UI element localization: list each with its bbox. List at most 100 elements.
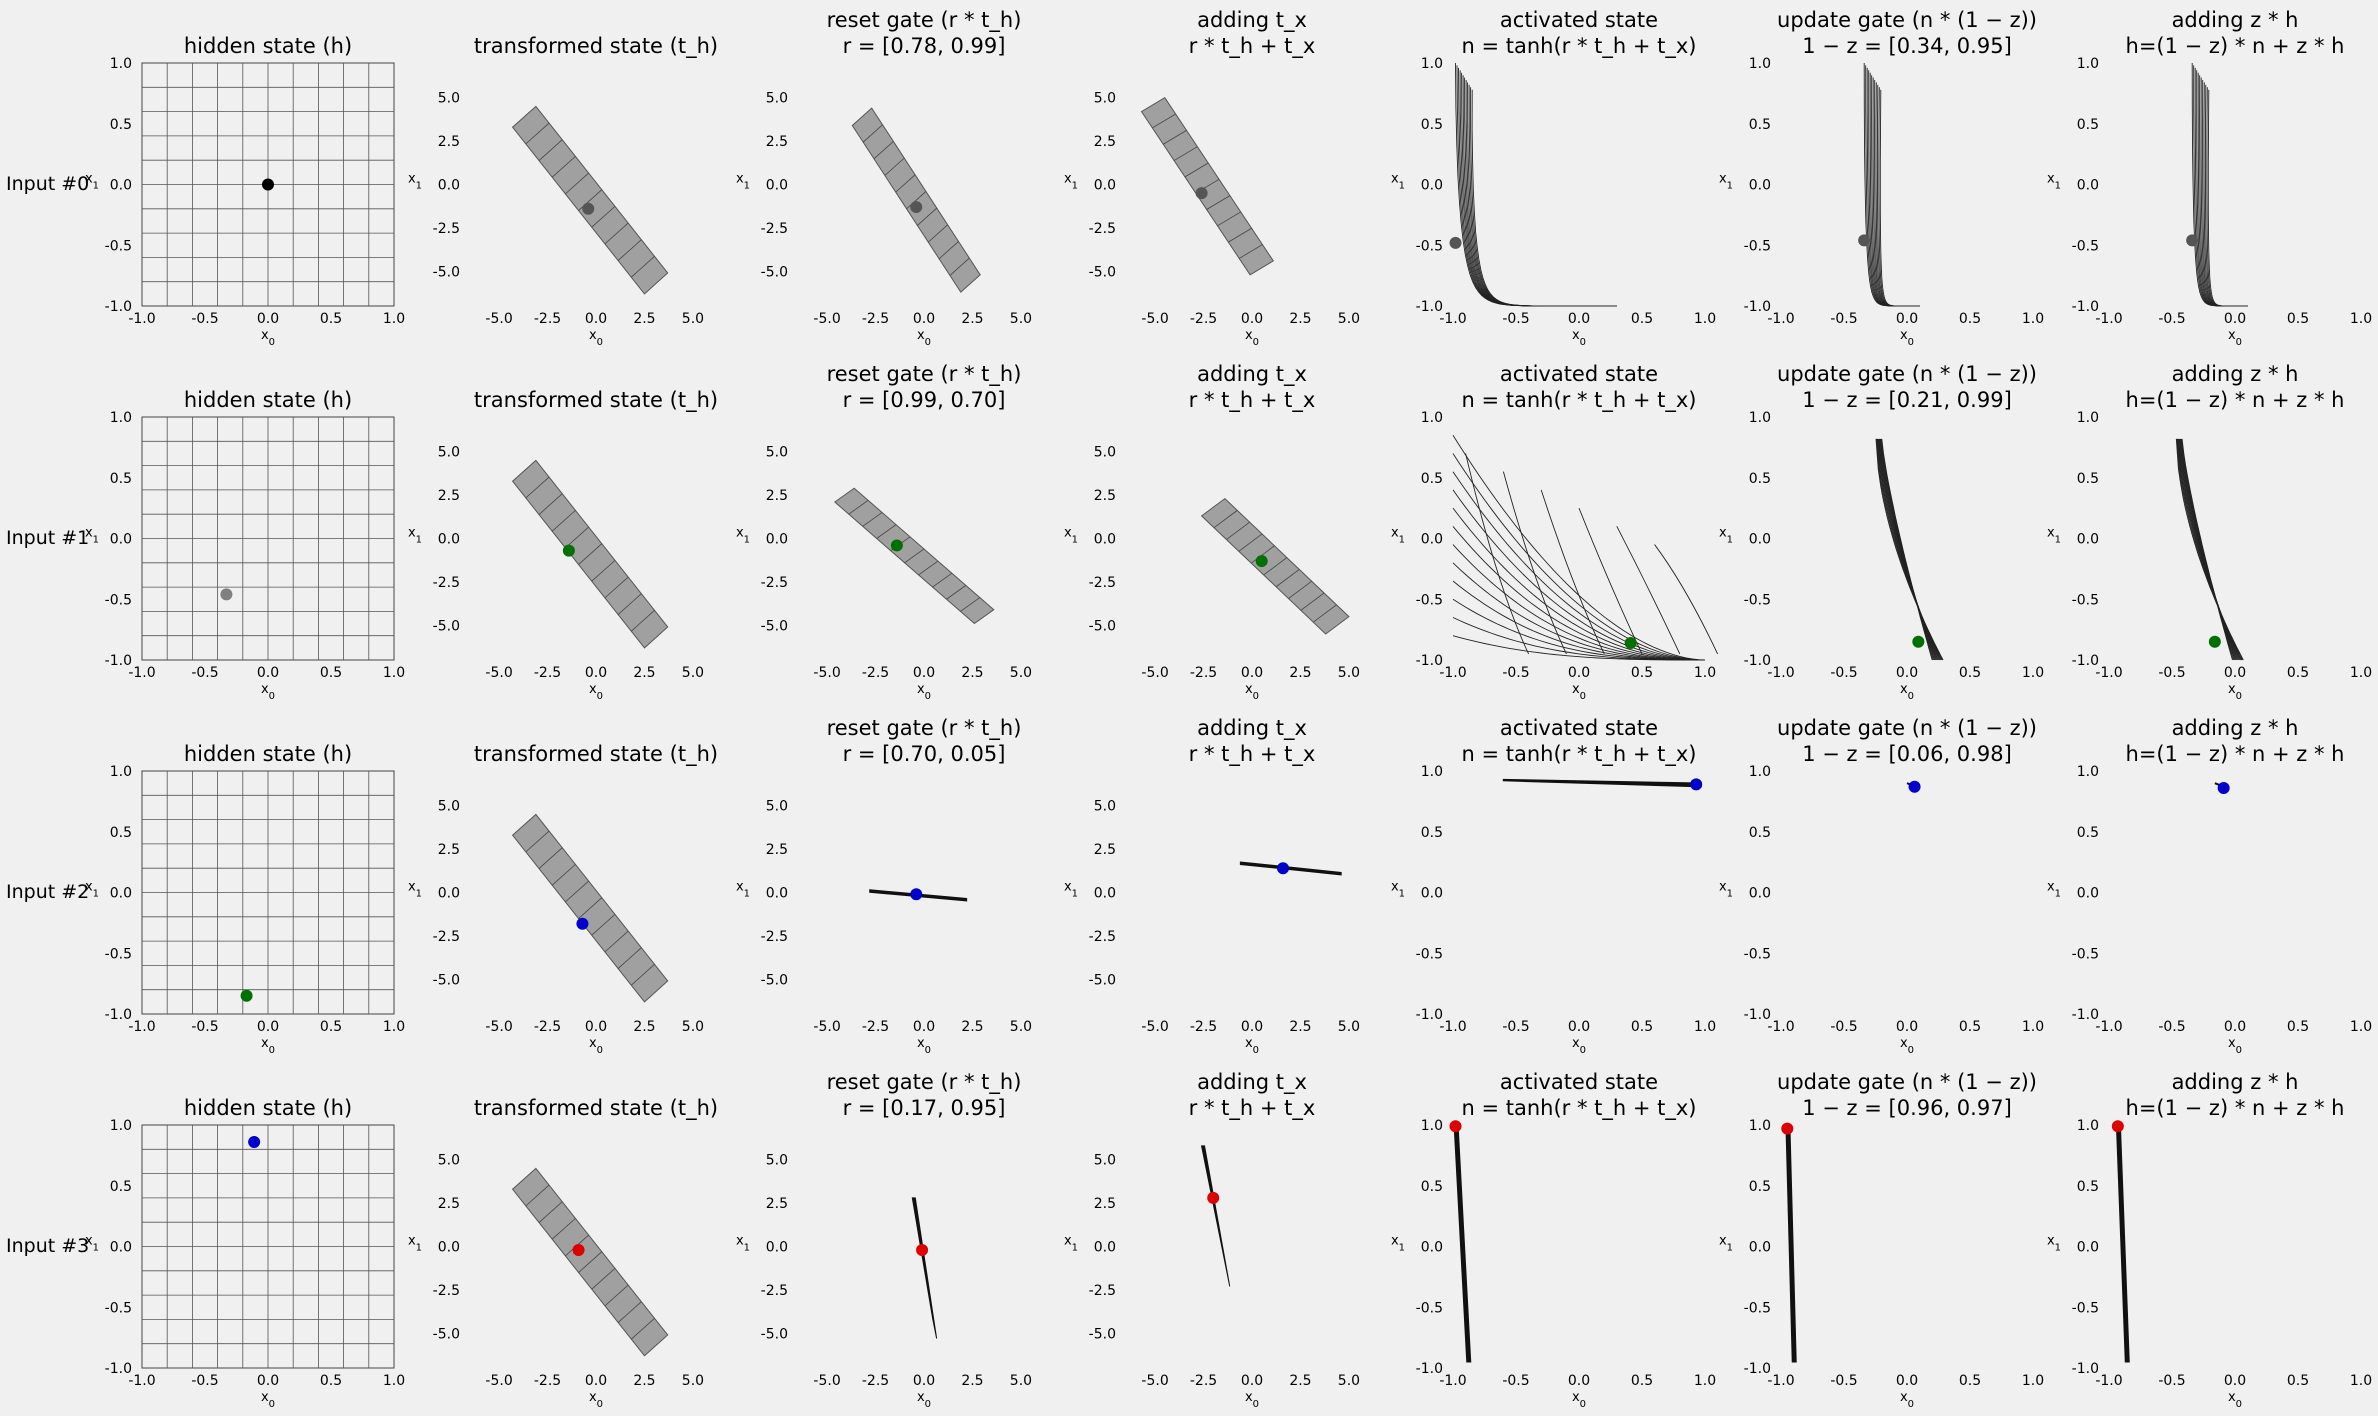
state-curve (1471, 89, 1617, 307)
band-hatch-line (1239, 244, 1263, 259)
panel-title: 1 − z = [0.34, 0.95] (1802, 34, 2012, 58)
x-tick-label: -2.5 (534, 311, 561, 327)
panel-title: activated state (1500, 362, 1658, 386)
x-tick-label: 0.0 (585, 1373, 607, 1389)
x-tick-label: 0.5 (320, 1373, 342, 1389)
x-tick-label: -0.5 (1502, 1019, 1529, 1035)
x-tick-label: -1.0 (128, 1019, 155, 1035)
band-hatch-line (604, 1284, 629, 1307)
band-hatch-line (906, 191, 927, 210)
x-tick-label: 0.5 (2287, 1019, 2309, 1035)
panel-hidden-row0: hidden state (h) -1.0 -0.5 0.0 0.5 1.0 -1.0 -0.… (85, 34, 405, 348)
panel-title: hidden state (h) (184, 1096, 352, 1120)
y-tick-label: 0.0 (1749, 532, 1771, 548)
y-tick-label: 0.0 (110, 532, 132, 548)
panel-title: adding t_x (1197, 716, 1307, 741)
x-axis-label: x0 (1245, 1390, 1259, 1410)
x-axis-label-sub: 0 (2236, 1045, 2242, 1056)
row-label: Input #0 (6, 173, 89, 195)
y-axis-label: x1 (408, 172, 422, 192)
collapsed-band (911, 1197, 938, 1339)
x-axis-label: x0 (589, 1390, 603, 1410)
x-axis-label-sub: 0 (1253, 1045, 1259, 1056)
y-tick-label: -0.5 (105, 1300, 132, 1316)
state-curve (1452, 544, 1705, 661)
state-curve (1863, 62, 1920, 307)
panel-title: r = [0.70, 0.05] (843, 742, 1006, 766)
y-axis-label-sub: 1 (93, 1242, 99, 1253)
x-tick-label: -5.0 (813, 665, 840, 681)
y-tick-label: -1.0 (1744, 1361, 1771, 1377)
panel-title: adding z * h (2172, 8, 2299, 32)
y-tick-label: -1.0 (1416, 299, 1443, 315)
y-tick-label: -1.0 (2072, 653, 2099, 669)
band-hatch-line (565, 526, 589, 549)
state-curve (1458, 67, 1617, 307)
band-hatch-line (848, 499, 869, 515)
x-tick-label: 5.0 (1338, 1019, 1360, 1035)
x-tick-label: 1.0 (2350, 311, 2372, 327)
x-axis-label: x0 (2228, 1036, 2242, 1056)
x-tick-label: -2.5 (862, 1373, 889, 1389)
band-hatch-line (538, 139, 563, 161)
x-tick-label: 0.5 (1959, 1373, 1981, 1389)
y-tick-label: -2.5 (761, 1283, 788, 1299)
y-tick-label: -1.0 (1416, 653, 1443, 669)
state-curve (1878, 438, 1939, 661)
panel-title: hidden state (h) (184, 388, 352, 412)
y-tick-label: 0.0 (1421, 532, 1443, 548)
x-tick-label: 0.0 (585, 311, 607, 327)
x-tick-label: -0.5 (1502, 311, 1529, 327)
state-curve (1468, 84, 1617, 307)
y-tick-label: -1.0 (1744, 299, 1771, 315)
x-tick-label: 5.0 (1338, 665, 1360, 681)
y-axis-label-sub: 1 (1399, 534, 1405, 545)
band-hatch-line (917, 207, 938, 226)
x-tick-label: 0.0 (257, 665, 279, 681)
x-tick-label: -1.0 (1767, 311, 1794, 327)
x-axis-label-sub: 0 (1908, 1399, 1914, 1410)
y-axis-label: x1 (408, 526, 422, 546)
y-axis-label-sub: 1 (93, 180, 99, 191)
panel-title: h=(1 − z) * n + z * h (2126, 742, 2345, 766)
panel-title: n = tanh(r * t_h + t_x) (1462, 1096, 1697, 1121)
panel-title: h=(1 − z) * n + z * h (2126, 34, 2345, 58)
y-tick-label: 0.5 (1421, 825, 1443, 841)
x-tick-label: 0.0 (1241, 1373, 1263, 1389)
panel-title: adding z * h (2172, 716, 2299, 740)
y-axis-label-sub: 1 (1399, 888, 1405, 899)
band-hatch-line (604, 930, 629, 953)
y-axis-label-sub: 1 (1072, 888, 1078, 899)
x-tick-label: 0.5 (320, 1019, 342, 1035)
x-tick-label: 0.5 (1959, 665, 1981, 681)
x-tick-label: -5.0 (485, 311, 512, 327)
x-tick-label: -2.5 (862, 1019, 889, 1035)
panel-title: update gate (n * (1 − z)) (1777, 1070, 2037, 1094)
x-axis-label-sub: 0 (597, 1399, 603, 1410)
x-axis-label-sub: 0 (1580, 337, 1586, 348)
y-tick-label: -5.0 (1089, 264, 1116, 280)
y-tick-label: 5.0 (766, 1153, 788, 1169)
collapsed-curve (2115, 1125, 2130, 1363)
data-point (1195, 187, 1208, 200)
state-curve (2191, 62, 2248, 307)
panel-hidden-row1: hidden state (h) -1.0 -0.5 0.0 0.5 1.0 -1.0 -0.… (85, 388, 405, 702)
y-axis-label: x1 (1064, 526, 1078, 546)
data-point (910, 201, 923, 214)
band-hatch-line (1263, 557, 1288, 576)
x-tick-label: -2.5 (1190, 1019, 1217, 1035)
band-hatch-line (1226, 521, 1250, 540)
panel-title: r = [0.17, 0.95] (843, 1096, 1006, 1120)
x-tick-label: 5.0 (1338, 1373, 1360, 1389)
y-tick-label: -0.5 (105, 592, 132, 608)
state-curve (2203, 82, 2248, 307)
x-tick-label: 5.0 (1010, 665, 1032, 681)
panel-update-row2: update gate (n * (1 − z))1 − z = [0.06, … (1719, 716, 2044, 1056)
x-axis-label-sub: 0 (2236, 1399, 2242, 1410)
band-hatch-line (617, 1301, 642, 1323)
band-hatch-line (1313, 604, 1337, 623)
x-axis-label-sub: 0 (269, 1399, 275, 1410)
panel-adding-row3: adding t_xr * t_h + t_x -5.0 -2.5 0.0 2.5 5.0… (1064, 1070, 1360, 1410)
y-axis-label-sub: 1 (2055, 888, 2061, 899)
